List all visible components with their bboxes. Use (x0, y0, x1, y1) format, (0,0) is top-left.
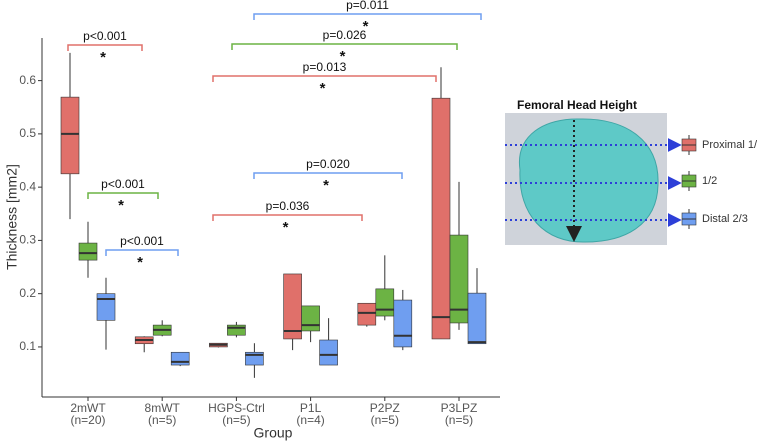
inset: Femoral Head Height (505, 98, 682, 245)
p-value: p=0.013 (303, 60, 347, 74)
y-tick-label: 0.2 (19, 286, 36, 300)
significance-star: * (320, 80, 326, 97)
box (96, 293, 116, 321)
box (393, 299, 413, 348)
significance-star: * (137, 254, 143, 271)
x-tick-label: P3LPZ (441, 401, 478, 415)
x-tick-sublabel: (n=5) (148, 413, 176, 427)
significance-bracket (231, 43, 458, 50)
significance-bracket (105, 249, 179, 256)
p-value: p<0.001 (101, 177, 145, 191)
significance-star: * (118, 197, 124, 214)
box (375, 288, 395, 317)
y-axis-title: Thickness [mm2] (4, 164, 20, 270)
x-tick-sublabel: (n=20) (70, 413, 105, 427)
legend-label: 1/2 (702, 175, 717, 187)
p-value: p=0.036 (266, 199, 310, 213)
significance-bracket (67, 44, 143, 51)
box (170, 351, 190, 366)
significance-bracket (87, 192, 159, 199)
significance-star: * (283, 219, 289, 236)
p-value: p=0.011 (346, 0, 389, 12)
box (449, 234, 469, 324)
x-tick-sublabel: (n=4) (296, 413, 324, 427)
p-value: p=0.026 (323, 28, 367, 42)
x-tick-label: 2mWT (70, 401, 106, 415)
box (319, 339, 338, 366)
box (301, 305, 320, 332)
box (467, 292, 487, 345)
p-value: p<0.001 (120, 234, 164, 248)
x-tick-label: 8mWT (145, 401, 181, 415)
significance-bracket (253, 13, 482, 20)
legend-label: Proximal 1/3 (702, 139, 757, 151)
box (431, 97, 451, 340)
box (60, 96, 80, 175)
x-tick-label: HGPS-Ctrl (208, 401, 265, 415)
box (227, 324, 246, 336)
y-tick-label: 0.3 (19, 233, 36, 247)
box (78, 242, 98, 261)
significance-bracket (212, 75, 437, 82)
significance-star: * (340, 48, 346, 65)
significance-bracket (212, 214, 363, 221)
legend-label: Distal 2/3 (702, 213, 748, 225)
p-value: p=0.020 (306, 157, 350, 171)
x-tick-label: P2PZ (370, 401, 400, 415)
box (283, 273, 302, 340)
y-tick-label: 0.5 (19, 126, 36, 140)
inset-title: Femoral Head Height (517, 98, 637, 112)
y-tick-label: 0.4 (19, 179, 36, 193)
box (357, 302, 377, 326)
y-tick-label: 0.6 (19, 73, 36, 87)
x-tick-sublabel: (n=5) (222, 413, 250, 427)
p-value: p<0.001 (83, 29, 127, 43)
y-tick-label: 0.1 (19, 339, 36, 353)
significance-star: * (323, 177, 329, 194)
x-tick-label: P1L (300, 401, 322, 415)
significance-star: * (363, 18, 369, 35)
x-axis-title: Group (254, 425, 293, 441)
significance-bracket (253, 172, 403, 179)
x-tick-sublabel: (n=5) (445, 413, 473, 427)
x-tick-sublabel: (n=5) (371, 413, 399, 427)
femoral-head (518, 118, 659, 243)
significance-star: * (100, 49, 106, 66)
